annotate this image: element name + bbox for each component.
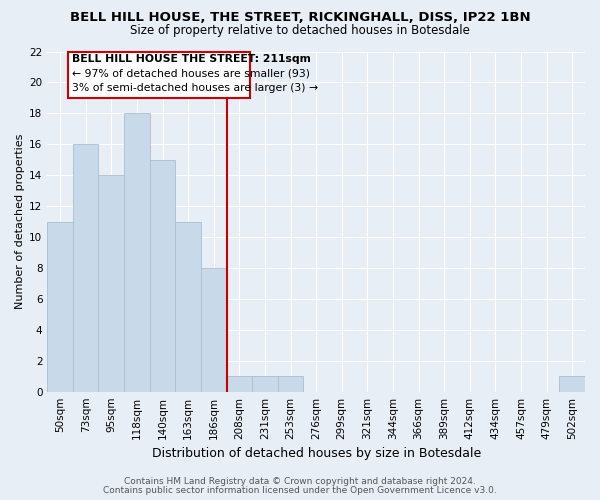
Text: Contains HM Land Registry data © Crown copyright and database right 2024.: Contains HM Land Registry data © Crown c… (124, 477, 476, 486)
Y-axis label: Number of detached properties: Number of detached properties (15, 134, 25, 310)
Text: BELL HILL HOUSE, THE STREET, RICKINGHALL, DISS, IP22 1BN: BELL HILL HOUSE, THE STREET, RICKINGHALL… (70, 11, 530, 24)
Bar (252, 376, 278, 392)
Text: Contains public sector information licensed under the Open Government Licence v3: Contains public sector information licen… (103, 486, 497, 495)
Bar (98, 175, 124, 392)
Bar (150, 160, 175, 392)
Bar (559, 376, 585, 392)
Text: ← 97% of detached houses are smaller (93): ← 97% of detached houses are smaller (93… (71, 68, 310, 78)
X-axis label: Distribution of detached houses by size in Botesdale: Distribution of detached houses by size … (152, 447, 481, 460)
Text: BELL HILL HOUSE THE STREET: 211sqm: BELL HILL HOUSE THE STREET: 211sqm (71, 54, 310, 64)
Bar (175, 222, 201, 392)
Bar (47, 222, 73, 392)
Bar (73, 144, 98, 392)
Text: Size of property relative to detached houses in Botesdale: Size of property relative to detached ho… (130, 24, 470, 37)
Text: 3% of semi-detached houses are larger (3) →: 3% of semi-detached houses are larger (3… (71, 83, 318, 93)
Bar (201, 268, 227, 392)
Bar (227, 376, 252, 392)
Bar (278, 376, 304, 392)
Bar (124, 114, 150, 392)
FancyBboxPatch shape (68, 52, 250, 98)
